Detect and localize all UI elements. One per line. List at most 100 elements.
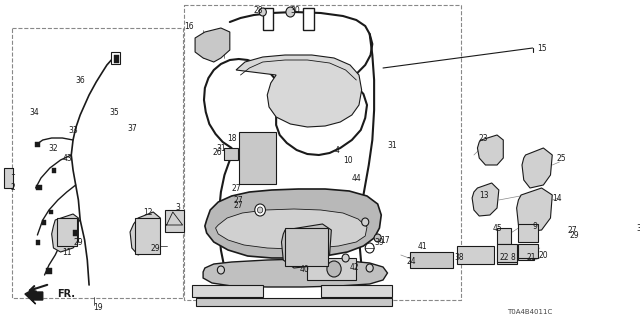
- Text: 43: 43: [63, 154, 72, 163]
- Text: 3: 3: [176, 203, 180, 212]
- Polygon shape: [130, 212, 161, 255]
- Text: 31: 31: [637, 223, 640, 233]
- Text: 31: 31: [216, 143, 226, 153]
- Bar: [497, 246, 516, 264]
- Bar: [114, 55, 120, 63]
- Text: 22: 22: [499, 253, 509, 262]
- Bar: [35, 142, 40, 147]
- Bar: [36, 185, 42, 190]
- Circle shape: [365, 243, 374, 253]
- Bar: [191, 285, 263, 297]
- Text: 9: 9: [533, 221, 538, 230]
- Bar: [36, 240, 40, 245]
- Text: 27: 27: [231, 183, 241, 193]
- Bar: [184, 5, 461, 300]
- Polygon shape: [25, 288, 43, 304]
- Text: 32: 32: [49, 143, 58, 153]
- Bar: [321, 285, 392, 297]
- Circle shape: [327, 261, 341, 277]
- Bar: [57, 218, 77, 246]
- Polygon shape: [477, 135, 503, 165]
- Circle shape: [218, 266, 225, 274]
- Text: 23: 23: [479, 133, 488, 142]
- Bar: [164, 210, 184, 232]
- Text: 27: 27: [234, 196, 244, 204]
- Bar: [518, 224, 538, 242]
- Text: 27: 27: [234, 201, 244, 210]
- Text: 42: 42: [349, 263, 359, 273]
- Circle shape: [366, 244, 373, 252]
- Bar: [73, 230, 77, 236]
- Text: 8: 8: [511, 253, 515, 262]
- Text: 19: 19: [93, 303, 103, 313]
- Bar: [497, 228, 511, 244]
- Text: 1: 1: [10, 167, 15, 177]
- Bar: [497, 244, 516, 262]
- Polygon shape: [205, 189, 381, 258]
- Text: 41: 41: [417, 242, 427, 251]
- Text: 18: 18: [227, 133, 236, 142]
- Text: 17: 17: [380, 236, 390, 244]
- Text: 10: 10: [344, 156, 353, 164]
- Bar: [307, 258, 356, 280]
- Polygon shape: [472, 183, 499, 216]
- Text: 34: 34: [29, 108, 39, 116]
- Text: 35: 35: [109, 108, 119, 116]
- Text: 39: 39: [374, 237, 385, 246]
- Text: 45: 45: [492, 223, 502, 233]
- Text: 13: 13: [479, 190, 488, 199]
- Text: 40: 40: [300, 266, 310, 275]
- Polygon shape: [195, 28, 230, 62]
- Text: 29: 29: [74, 237, 83, 246]
- Polygon shape: [216, 209, 367, 249]
- Circle shape: [374, 234, 381, 242]
- Polygon shape: [516, 188, 552, 232]
- Text: FR.: FR.: [57, 289, 75, 299]
- Polygon shape: [282, 224, 332, 268]
- Text: 14: 14: [552, 194, 561, 203]
- Bar: [42, 220, 46, 225]
- Bar: [196, 298, 392, 306]
- Bar: [12, 28, 184, 298]
- Bar: [4, 168, 13, 188]
- Bar: [225, 148, 238, 160]
- Circle shape: [255, 204, 266, 216]
- Bar: [52, 168, 56, 173]
- Bar: [46, 268, 52, 274]
- Circle shape: [342, 254, 349, 262]
- Text: 11: 11: [62, 247, 72, 257]
- Circle shape: [286, 7, 295, 17]
- Text: 25: 25: [556, 154, 566, 163]
- Circle shape: [259, 8, 266, 16]
- Text: 28: 28: [253, 5, 263, 14]
- Bar: [263, 8, 273, 30]
- Text: 16: 16: [184, 21, 194, 30]
- Text: 31: 31: [387, 140, 397, 149]
- Text: 15: 15: [537, 44, 547, 52]
- Text: 29: 29: [570, 230, 579, 239]
- Text: 30: 30: [291, 5, 301, 14]
- Text: 27: 27: [567, 226, 577, 235]
- Text: 26: 26: [212, 148, 222, 156]
- Bar: [518, 244, 538, 258]
- Bar: [518, 246, 534, 260]
- Text: 21: 21: [526, 253, 536, 262]
- Text: 2: 2: [10, 182, 15, 191]
- Circle shape: [366, 264, 373, 272]
- Bar: [136, 218, 161, 254]
- Bar: [285, 228, 328, 266]
- Text: 33: 33: [68, 125, 78, 134]
- Text: 37: 37: [127, 124, 137, 132]
- Circle shape: [257, 207, 263, 213]
- Bar: [239, 132, 276, 184]
- Text: T0A4B4011C: T0A4B4011C: [507, 309, 552, 315]
- Text: 12: 12: [143, 207, 152, 217]
- Polygon shape: [522, 148, 552, 188]
- Bar: [303, 8, 314, 30]
- Polygon shape: [236, 55, 362, 127]
- Text: 4: 4: [334, 146, 339, 155]
- Bar: [111, 52, 120, 64]
- Circle shape: [362, 218, 369, 226]
- Text: 36: 36: [76, 76, 85, 84]
- Text: 24: 24: [406, 258, 417, 267]
